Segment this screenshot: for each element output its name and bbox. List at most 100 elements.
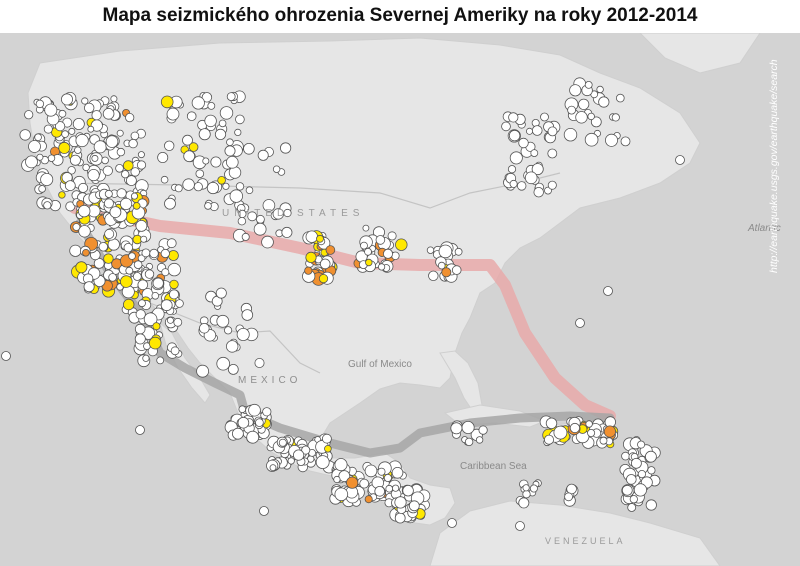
earthquake-marker-low[interactable] [87,125,95,133]
earthquake-marker-low[interactable] [134,323,146,335]
earthquake-marker-low[interactable] [133,260,143,270]
earthquake-marker-low[interactable] [241,232,250,241]
earthquake-marker-low[interactable] [375,235,386,245]
earthquake-marker-low[interactable] [98,242,109,252]
earthquake-marker-low[interactable] [234,128,242,137]
earthquake-marker-low[interactable] [383,473,392,482]
earthquake-marker-low[interactable] [254,357,265,368]
earthquake-marker-low[interactable] [173,317,183,327]
earthquake-marker-low[interactable] [278,438,287,447]
earthquake-marker-low[interactable] [163,140,175,152]
earthquake-marker-low[interactable] [40,172,54,186]
earthquake-marker-medium[interactable] [148,336,162,350]
earthquake-marker-medium[interactable] [324,444,332,453]
earthquake-marker-low[interactable] [426,246,435,254]
earthquake-marker-low[interactable] [224,145,236,157]
earthquake-marker-low[interactable] [87,169,100,182]
earthquake-marker-low[interactable] [563,127,578,142]
earthquake-marker-low[interactable] [248,403,261,417]
earthquake-marker-low[interactable] [206,181,220,195]
earthquake-marker-low[interactable] [170,346,180,356]
earthquake-marker-low[interactable] [238,209,247,218]
earthquake-marker-low[interactable] [402,485,414,497]
earthquake-marker-low[interactable] [207,102,216,110]
earthquake-marker-low[interactable] [241,309,254,321]
earthquake-marker-low[interactable] [585,420,593,428]
earthquake-marker-low[interactable] [125,113,135,123]
earthquake-marker-low[interactable] [144,269,155,279]
earthquake-marker-low[interactable] [540,112,549,122]
earthquake-marker-low[interactable] [229,189,244,203]
earthquake-marker-high[interactable] [304,266,313,275]
earthquake-marker-low[interactable] [168,289,179,300]
earthquake-marker-low[interactable] [501,121,511,132]
earthquake-marker-low[interactable] [125,266,134,275]
earthquake-marker-low[interactable] [629,495,638,504]
earthquake-marker-low[interactable] [204,114,217,128]
earthquake-marker-low[interactable] [533,186,544,198]
earthquake-marker-high[interactable] [603,425,617,438]
earthquake-marker-low[interactable] [116,147,126,157]
earthquake-marker-low[interactable] [82,163,90,172]
earthquake-marker-low[interactable] [24,110,34,120]
earthquake-marker-low[interactable] [69,244,82,257]
earthquake-marker-low[interactable] [451,265,462,275]
earthquake-marker-low[interactable] [461,420,475,434]
earthquake-marker-low[interactable] [567,105,576,115]
earthquake-marker-low[interactable] [152,277,164,289]
earthquake-marker-low[interactable] [216,356,231,371]
earthquake-marker-low[interactable] [109,206,122,219]
earthquake-marker-low[interactable] [137,254,146,263]
earthquake-marker-low[interactable] [253,222,267,236]
earthquake-marker-low[interactable] [210,156,222,168]
earthquake-marker-low[interactable] [28,140,41,153]
earthquake-marker-medium[interactable] [75,261,88,274]
earthquake-marker-high[interactable] [325,245,336,255]
earthquake-marker-low[interactable] [120,197,133,210]
earthquake-marker-low[interactable] [105,135,119,148]
earthquake-marker-low[interactable] [102,108,115,120]
earthquake-marker-medium[interactable] [160,95,174,109]
earthquake-marker-low[interactable] [61,93,74,106]
earthquake-marker-low[interactable] [338,470,351,483]
earthquake-marker-low[interactable] [81,97,89,105]
earthquake-marker-low[interactable] [236,327,250,341]
earthquake-marker-medium[interactable] [316,234,324,243]
earthquake-marker-low[interactable] [116,129,124,137]
earthquake-marker-low[interactable] [247,211,258,222]
earthquake-marker-low[interactable] [319,258,331,270]
earthquake-marker-low[interactable] [377,263,386,271]
earthquake-marker-low[interactable] [438,244,453,259]
earthquake-marker-low[interactable] [142,354,150,362]
earthquake-marker-low[interactable] [382,248,393,259]
earthquake-marker-low[interactable] [125,175,137,187]
earthquake-marker-low[interactable] [508,112,519,123]
earthquake-marker-low[interactable] [603,286,613,296]
earthquake-marker-low[interactable] [83,102,95,114]
earthquake-marker-medium[interactable] [103,253,114,264]
earthquake-marker-low[interactable] [259,506,269,516]
earthquake-marker-low[interactable] [261,235,274,249]
earthquake-marker-low[interactable] [262,199,276,212]
earthquake-marker-low[interactable] [174,184,183,193]
earthquake-marker-low[interactable] [182,134,193,146]
earthquake-marker-low[interactable] [140,235,148,243]
earthquake-marker-low[interactable] [245,186,254,195]
earthquake-marker-low[interactable] [272,208,285,220]
earthquake-marker-medium[interactable] [122,298,135,311]
earthquake-marker-low[interactable] [156,356,165,365]
earthquake-marker-low[interactable] [115,164,124,173]
earthquake-marker-low[interactable] [362,224,370,232]
earthquake-marker-low[interactable] [104,189,113,198]
earthquake-marker-low[interactable] [160,175,169,184]
earthquake-marker-low[interactable] [161,268,170,277]
earthquake-marker-medium[interactable] [318,274,329,284]
earthquake-marker-low[interactable] [137,151,145,159]
earthquake-marker-low[interactable] [128,252,136,260]
earthquake-marker-low[interactable] [183,150,196,163]
earthquake-marker-low[interactable] [564,492,573,502]
earthquake-marker-low[interactable] [83,281,95,293]
earthquake-marker-low[interactable] [227,363,239,375]
earthquake-marker-low[interactable] [164,197,176,210]
earthquake-marker-low[interactable] [43,201,52,210]
